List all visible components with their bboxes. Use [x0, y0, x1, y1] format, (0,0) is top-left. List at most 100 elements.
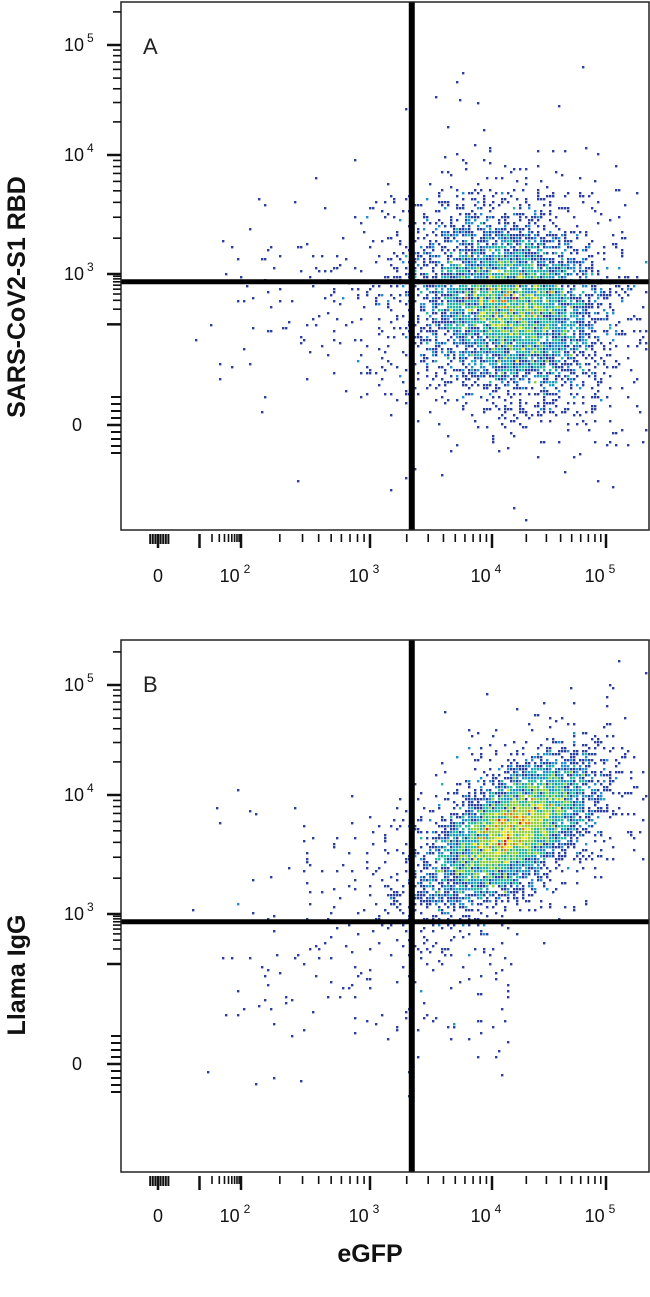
density-event	[519, 294, 522, 297]
density-event	[252, 327, 255, 330]
density-event	[432, 831, 435, 834]
density-event	[534, 297, 537, 300]
density-event	[486, 774, 489, 777]
x-tick-label: 10 4	[471, 562, 502, 586]
density-event	[552, 816, 555, 819]
density-event	[561, 174, 564, 177]
density-event	[528, 336, 531, 339]
density-event	[462, 405, 465, 408]
density-event	[531, 342, 534, 345]
density-event	[540, 381, 543, 384]
density-event	[477, 828, 480, 831]
density-event	[471, 909, 474, 912]
density-event	[444, 252, 447, 255]
density-event	[537, 258, 540, 261]
density-event	[579, 801, 582, 804]
density-event	[585, 783, 588, 786]
density-event	[606, 267, 609, 270]
density-event	[414, 261, 417, 264]
density-event	[489, 822, 492, 825]
density-event	[558, 795, 561, 798]
density-event	[402, 210, 405, 213]
density-event	[381, 294, 384, 297]
density-event	[552, 741, 555, 744]
density-event	[555, 321, 558, 324]
density-event	[558, 840, 561, 843]
density-event	[516, 312, 519, 315]
density-event	[504, 855, 507, 858]
density-event	[510, 828, 513, 831]
density-event	[501, 867, 504, 870]
density-event	[471, 267, 474, 270]
density-event	[510, 780, 513, 783]
density-event	[492, 366, 495, 369]
density-event	[498, 351, 501, 354]
density-event	[552, 300, 555, 303]
density-event	[510, 846, 513, 849]
density-event	[432, 360, 435, 363]
density-event	[513, 366, 516, 369]
density-event	[588, 795, 591, 798]
density-event	[483, 318, 486, 321]
density-event	[438, 888, 441, 891]
density-event	[504, 801, 507, 804]
density-event	[549, 780, 552, 783]
density-event	[441, 222, 444, 225]
density-event	[447, 309, 450, 312]
density-event	[456, 312, 459, 315]
density-event	[498, 342, 501, 345]
density-event	[441, 348, 444, 351]
density-event	[582, 789, 585, 792]
density-event	[459, 846, 462, 849]
density-event	[576, 342, 579, 345]
density-event	[402, 261, 405, 264]
density-event	[480, 372, 483, 375]
density-event	[480, 879, 483, 882]
density-event	[423, 276, 426, 279]
density-event	[570, 789, 573, 792]
density-event	[519, 240, 522, 243]
density-event	[534, 873, 537, 876]
density-event	[516, 843, 519, 846]
density-event	[477, 840, 480, 843]
density-event	[444, 912, 447, 915]
density-event	[570, 363, 573, 366]
density-event	[414, 387, 417, 390]
density-event	[558, 783, 561, 786]
density-event	[414, 363, 417, 366]
density-event	[540, 849, 543, 852]
density-event	[558, 321, 561, 324]
density-event	[483, 855, 486, 858]
density-event	[561, 816, 564, 819]
density-event	[531, 231, 534, 234]
density-event	[435, 840, 438, 843]
density-event	[546, 351, 549, 354]
density-event	[525, 825, 528, 828]
density-event	[375, 372, 378, 375]
density-event	[459, 906, 462, 909]
density-event	[489, 231, 492, 234]
density-event	[471, 330, 474, 333]
density-event	[591, 738, 594, 741]
density-event	[516, 798, 519, 801]
density-event	[528, 813, 531, 816]
density-event	[519, 363, 522, 366]
density-event	[468, 216, 471, 219]
density-event	[501, 309, 504, 312]
density-event	[459, 807, 462, 810]
density-event	[585, 423, 588, 426]
density-event	[480, 303, 483, 306]
density-event	[576, 306, 579, 309]
density-event	[576, 348, 579, 351]
density-event	[366, 393, 369, 396]
density-event	[522, 873, 525, 876]
density-event	[468, 231, 471, 234]
density-event	[420, 246, 423, 249]
density-event	[495, 846, 498, 849]
density-event	[462, 396, 465, 399]
density-event	[552, 798, 555, 801]
density-event	[375, 297, 378, 300]
density-event	[489, 408, 492, 411]
density-event	[459, 339, 462, 342]
density-event	[594, 798, 597, 801]
